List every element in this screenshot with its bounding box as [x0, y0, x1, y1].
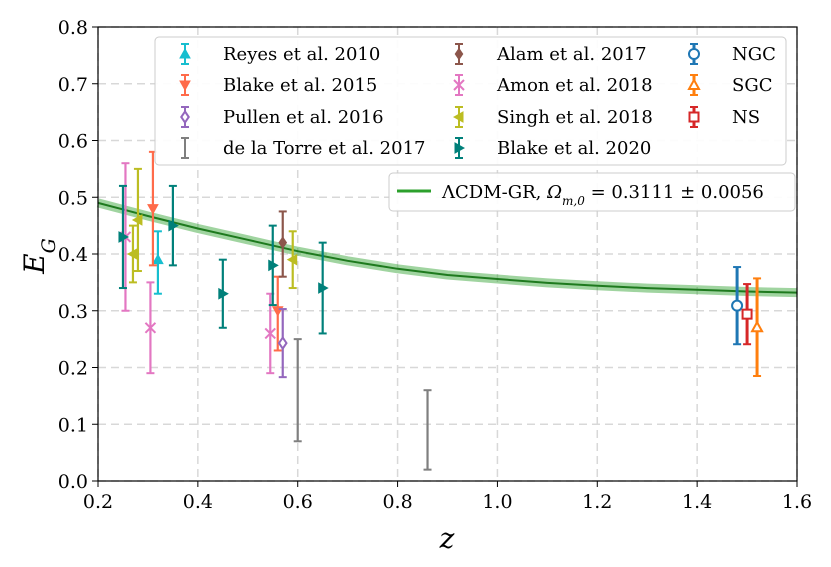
x-tick-label: 0.8: [382, 491, 412, 513]
legend-marker: [687, 77, 701, 90]
y-tick-label: 0.0: [58, 471, 88, 493]
x-tick-label: 0.6: [283, 491, 313, 513]
y-tick-label: 0.2: [58, 358, 88, 380]
point-marker: [731, 299, 744, 312]
x-axis-label: z: [439, 522, 455, 555]
legend-entry: Blake et al. 2020: [454, 137, 651, 159]
legend-entry: Singh et al. 2018: [452, 106, 653, 128]
legend-label: Pullen et al. 2016: [223, 107, 384, 128]
point-marker: [264, 327, 276, 340]
point-marker: [147, 204, 159, 215]
y-tick-label: 0.5: [58, 187, 88, 209]
point-marker: [277, 335, 288, 351]
legend-entry: NGC: [688, 43, 776, 65]
point-marker: [741, 308, 753, 320]
legend-label: Blake et al. 2015: [223, 75, 377, 96]
data-point: [118, 184, 129, 290]
y-tick-label: 0.4: [58, 244, 88, 266]
y-tick-label: 0.3: [58, 301, 88, 323]
y-tick-label: 0.6: [58, 131, 88, 153]
legend-label: Amon et al. 2018: [496, 75, 653, 96]
legend-label: SGC: [732, 75, 772, 96]
point-marker: [118, 231, 129, 243]
data-point: [293, 338, 302, 443]
data-point: [126, 224, 138, 284]
point-marker: [268, 259, 279, 272]
model-line: [97, 201, 798, 294]
data-point: [168, 184, 179, 267]
legend-marker: [452, 111, 464, 123]
data-point: [278, 210, 288, 278]
legend-entry: SGC: [687, 74, 772, 96]
data-point: [286, 230, 298, 290]
data-point: [144, 281, 157, 375]
legend-marker: [454, 142, 466, 154]
data-points: [118, 150, 764, 471]
legend-marker: [688, 48, 700, 60]
legend-entry: de la Torre et al. 2017: [181, 137, 425, 159]
legend-model: ΛCDM-GR, Ωm,0 = 0.3111 ± 0.0056: [388, 172, 796, 212]
data-point: [131, 167, 143, 273]
y-tick-label: 0.1: [58, 414, 88, 436]
x-tick-label: 1.0: [482, 491, 512, 513]
legend-model-box: [388, 172, 796, 212]
legend-entry: Blake et al. 2015: [179, 74, 377, 96]
point-marker: [152, 253, 164, 265]
point-marker: [131, 214, 143, 226]
y-tick-label: 0.8: [58, 17, 88, 39]
legend-entry: Pullen et al. 2016: [180, 106, 384, 128]
x-tick-label: 0.4: [183, 491, 213, 513]
x-tick-label: 0.2: [83, 491, 113, 513]
model-curve: [96, 198, 798, 298]
legend-label: NS: [732, 107, 760, 128]
legend-label: NGC: [732, 44, 776, 65]
legend-entry: NS: [688, 106, 760, 128]
legend-label: Blake et al. 2020: [497, 138, 651, 159]
point-marker: [318, 282, 329, 294]
point-marker: [278, 236, 288, 250]
legend-label: de la Torre et al. 2017: [223, 138, 425, 159]
data-point: [750, 277, 764, 378]
axis-ticks: 0.2 0.4 0.6 0.8 1.0 1.2 1.4 1.6 0.0 0.1 0.2 0.3 0.4 0…: [58, 17, 812, 513]
legend-main: Reyes et al. 2010 Blake et al. 2015 Pullen…: [154, 36, 787, 166]
legend-label: Reyes et al. 2010: [223, 44, 380, 65]
data-point: [152, 230, 164, 295]
legend-entry: Reyes et al. 2010: [179, 43, 380, 65]
legend-entry: Alam et al. 2017: [454, 43, 647, 65]
legend-label: Singh et al. 2018: [497, 107, 653, 128]
legend-marker: [180, 109, 190, 125]
point-marker: [144, 322, 157, 334]
legend-marker: [454, 47, 464, 61]
legend-box: [154, 36, 787, 166]
legend-marker: [179, 47, 191, 59]
point-marker: [750, 320, 764, 333]
legend-marker: [179, 80, 191, 92]
legend-label: Alam et al. 2017: [496, 44, 647, 65]
x-tick-label: 1.6: [782, 491, 812, 513]
data-point: [741, 283, 753, 346]
point-marker: [218, 287, 229, 300]
point-marker: [286, 253, 298, 266]
legend-entry: Amon et al. 2018: [453, 74, 653, 96]
y-tick-label: 0.7: [58, 74, 88, 96]
data-point: [731, 266, 744, 346]
legend-marker: [688, 111, 700, 123]
legend-marker: [453, 79, 465, 91]
data-point: [268, 224, 279, 307]
x-tick-label: 1.2: [582, 491, 612, 513]
data-point: [277, 308, 288, 379]
data-point: [318, 241, 329, 335]
x-tick-label: 1.4: [682, 491, 712, 513]
data-point: [423, 389, 432, 471]
point-marker: [168, 219, 179, 232]
data-point: [218, 258, 229, 329]
